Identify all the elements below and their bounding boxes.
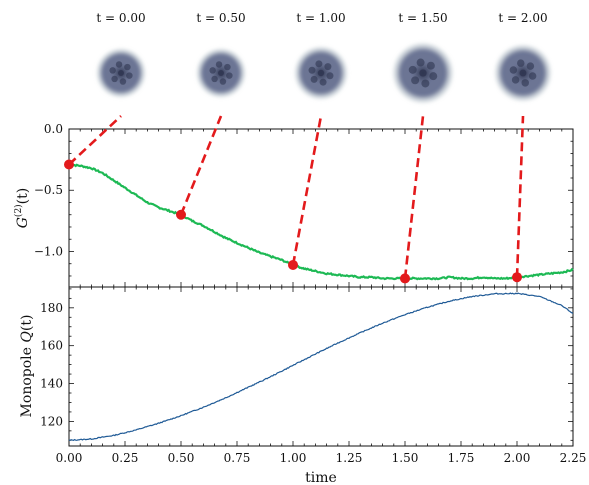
bottom-xtick-label: 0.75 bbox=[224, 451, 251, 465]
bottom-xtick-label: 1.00 bbox=[280, 451, 307, 465]
snapshot-connector-1 bbox=[179, 115, 223, 216]
snapshot-label-2: t = 1.00 bbox=[296, 11, 345, 25]
bottom-xtick-label: 1.25 bbox=[336, 451, 363, 465]
snapshot-image-3 bbox=[392, 42, 454, 104]
top-panel: 0.0 −0.5 −1.0 G(2)(t) bbox=[13, 115, 574, 288]
snapshot-connector-2 bbox=[291, 115, 323, 266]
top-ylabel: G(2)(t) bbox=[13, 188, 31, 229]
bottom-ytick-label: 120 bbox=[40, 414, 63, 428]
snapshot-label-0: t = 0.00 bbox=[96, 11, 145, 25]
bottom-xtick-label: 0.00 bbox=[56, 451, 83, 465]
snapshot-connector-4 bbox=[515, 115, 525, 278]
snapshot-marker-3 bbox=[400, 273, 410, 284]
bottom-ytick-label: 180 bbox=[40, 301, 63, 315]
bottom-xtick-label: 0.25 bbox=[112, 451, 139, 465]
snapshot-image-4 bbox=[494, 44, 552, 102]
bottom-xtick-label: 2.25 bbox=[560, 451, 587, 465]
snapshot-marker-4 bbox=[512, 272, 522, 283]
top-ytick-label: −1.0 bbox=[34, 244, 63, 258]
top-ytick-label: 0.0 bbox=[44, 122, 63, 136]
bottom-xtick-label: 2.00 bbox=[504, 451, 531, 465]
monopole-series-line bbox=[68, 292, 574, 442]
snapshot-label-4: t = 2.00 bbox=[498, 11, 547, 25]
top-ytick-label: −0.5 bbox=[34, 183, 63, 197]
bottom-ytick-label: 160 bbox=[40, 339, 63, 353]
snapshot-marker-0 bbox=[64, 159, 74, 170]
g2-series-line bbox=[68, 163, 574, 281]
bottom-ylabel: Monopole Q(t) bbox=[19, 315, 35, 418]
snapshot-connector-0 bbox=[68, 115, 122, 166]
snapshot-image-1 bbox=[196, 48, 246, 98]
snapshot-label-3: t = 1.50 bbox=[398, 11, 447, 25]
bottom-xtick-label: 0.50 bbox=[168, 451, 195, 465]
bottom-axes-frame bbox=[68, 286, 574, 447]
snapshot-strip: t = 0.00 t = 0.50 t = 1.00 t = 1.50 t = … bbox=[96, 11, 552, 104]
top-axes-frame bbox=[68, 128, 574, 288]
snapshot-connector-3 bbox=[403, 115, 425, 279]
bottom-xtick-label: 1.75 bbox=[448, 451, 475, 465]
snapshot-label-1: t = 0.50 bbox=[196, 11, 245, 25]
bottom-ytick-label: 140 bbox=[40, 377, 63, 391]
snapshot-marker-2 bbox=[288, 259, 298, 270]
bottom-xlabel: time bbox=[305, 470, 337, 485]
bottom-xtick-label: 1.50 bbox=[392, 451, 419, 465]
bottom-panel: 120 140 160 180 0.00 0.25 0.50 0.75 1.00 1.25 1.50… bbox=[19, 286, 587, 485]
snapshot-image-2 bbox=[294, 46, 348, 100]
snapshot-marker-1 bbox=[176, 209, 186, 220]
snapshot-image-0 bbox=[96, 48, 146, 98]
